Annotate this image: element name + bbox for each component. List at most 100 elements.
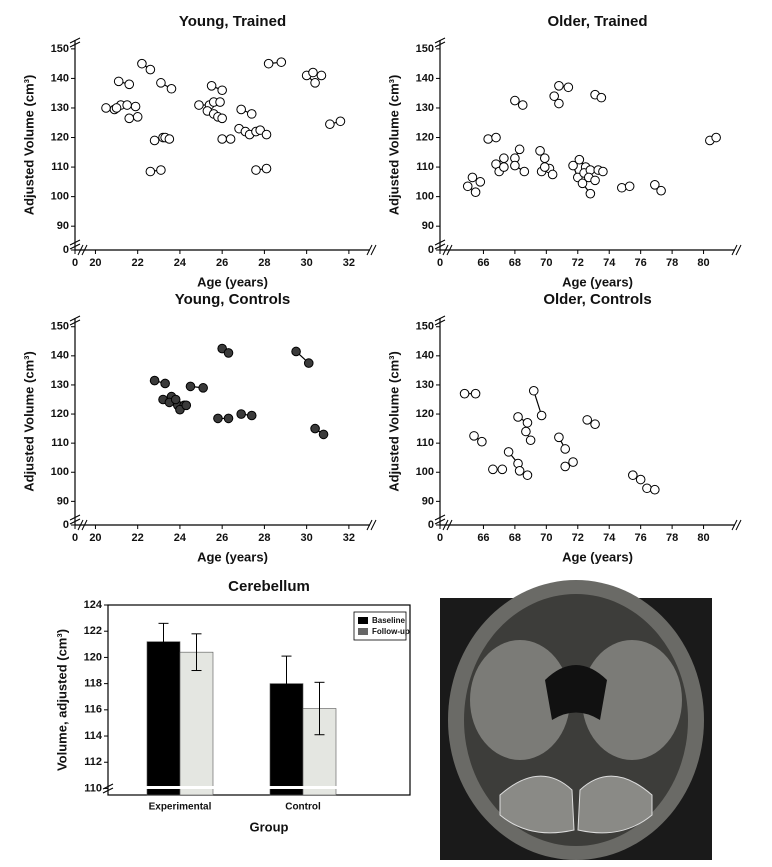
point xyxy=(475,177,486,187)
y-tick-label: 130 xyxy=(416,379,434,391)
y-tick-label: 118 xyxy=(84,678,102,690)
point xyxy=(335,116,346,127)
point xyxy=(568,160,578,171)
x-tick-label: 72 xyxy=(572,532,584,544)
point xyxy=(213,413,223,424)
axes xyxy=(439,40,735,251)
legend-swatch xyxy=(358,617,368,624)
x-tick-label: 0 xyxy=(72,257,78,269)
point xyxy=(499,153,509,164)
point xyxy=(522,470,533,480)
y-tick-label: 150 xyxy=(51,43,69,55)
x-tick-label: Experimental xyxy=(149,802,212,813)
x-tick-label: 78 xyxy=(666,257,678,269)
point xyxy=(617,182,627,193)
point xyxy=(246,410,257,421)
y-tick-label: 150 xyxy=(51,321,69,333)
y-tick-label: 100 xyxy=(51,191,69,203)
point xyxy=(539,153,550,164)
point xyxy=(261,163,272,174)
x-axis-label: Age (years) xyxy=(562,549,633,564)
point xyxy=(113,76,124,87)
x-tick-label: 76 xyxy=(635,257,647,269)
axis-break xyxy=(442,244,453,256)
axes xyxy=(74,40,370,251)
x-tick-label: 22 xyxy=(132,532,144,544)
point xyxy=(650,180,660,190)
y-tick-label: 90 xyxy=(57,495,69,507)
point xyxy=(554,98,564,109)
y-axis-label: Volume, adjusted (cm³) xyxy=(54,629,69,771)
point xyxy=(149,375,160,386)
y-tick-label: 0 xyxy=(63,519,69,531)
point xyxy=(316,70,327,81)
y-tick-label: 100 xyxy=(416,191,434,203)
y-tick-label: 90 xyxy=(422,220,434,232)
point xyxy=(470,187,481,197)
point xyxy=(111,103,122,113)
point xyxy=(467,172,478,183)
x-tick-label: 32 xyxy=(343,532,355,544)
axis-break xyxy=(69,37,81,48)
axis-break xyxy=(366,244,377,256)
x-tick-label: 28 xyxy=(258,532,270,544)
x-tick-label: 20 xyxy=(89,532,101,544)
point xyxy=(291,346,301,357)
point xyxy=(170,394,181,405)
point xyxy=(308,67,318,78)
point xyxy=(246,109,257,119)
x-tick-label: 72 xyxy=(572,257,584,269)
point xyxy=(624,181,635,192)
point xyxy=(236,104,246,115)
point xyxy=(503,447,514,457)
axis-break xyxy=(434,315,446,326)
point xyxy=(539,162,550,172)
point xyxy=(310,423,320,434)
x-tick-label: 0 xyxy=(72,532,78,544)
y-tick-label: 120 xyxy=(416,131,434,143)
axis-break xyxy=(731,244,742,256)
point xyxy=(194,100,204,110)
bar xyxy=(146,641,181,796)
y-tick-label: 110 xyxy=(51,437,69,449)
chart-title: Young, Controls xyxy=(175,291,291,308)
point xyxy=(517,100,528,110)
x-tick-label: 0 xyxy=(437,257,443,269)
point xyxy=(181,400,192,411)
x-tick-label: 26 xyxy=(216,532,228,544)
legend-label: Baseline xyxy=(372,616,405,625)
x-tick-label: 78 xyxy=(666,532,678,544)
point xyxy=(469,431,479,441)
point xyxy=(156,165,166,175)
x-tick-label: 74 xyxy=(603,257,616,269)
x-axis-label: Group xyxy=(250,819,289,834)
point xyxy=(598,166,608,177)
y-tick-label: 110 xyxy=(84,782,102,794)
point xyxy=(124,113,135,124)
point xyxy=(510,95,520,106)
point xyxy=(499,162,509,172)
point xyxy=(132,112,143,122)
bar xyxy=(179,651,214,796)
point xyxy=(554,432,564,443)
y-tick-label: 114 xyxy=(84,730,103,742)
point xyxy=(217,113,227,124)
point xyxy=(145,64,156,75)
point xyxy=(656,185,666,196)
point xyxy=(577,178,588,189)
point xyxy=(166,83,177,94)
y-tick-label: 140 xyxy=(416,350,434,362)
point xyxy=(635,474,646,485)
x-tick-label: 74 xyxy=(603,532,616,544)
point xyxy=(510,160,520,171)
y-tick-label: 130 xyxy=(416,102,434,114)
y-tick-label: 112 xyxy=(84,756,102,768)
point xyxy=(521,426,531,437)
point xyxy=(130,101,141,112)
point xyxy=(225,134,236,144)
chart-title: Older, Controls xyxy=(543,291,651,308)
point xyxy=(497,464,508,475)
x-tick-label: 22 xyxy=(132,257,144,269)
chart-title: Cerebellum xyxy=(228,578,310,595)
y-tick-label: 120 xyxy=(84,651,102,663)
